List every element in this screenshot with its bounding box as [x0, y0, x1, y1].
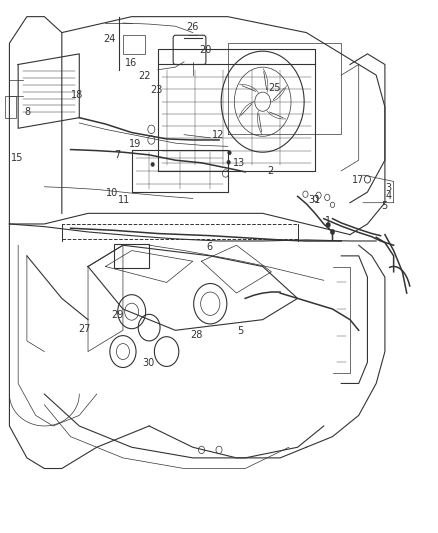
Text: 24: 24 — [103, 34, 115, 44]
Circle shape — [151, 163, 154, 166]
FancyArrowPatch shape — [241, 104, 252, 116]
Text: 31: 31 — [308, 195, 320, 205]
Text: 25: 25 — [268, 83, 281, 93]
Text: 26: 26 — [187, 22, 199, 32]
Text: 19: 19 — [129, 139, 141, 149]
Text: 22: 22 — [138, 71, 151, 81]
Text: 6: 6 — [206, 243, 212, 252]
Text: 2: 2 — [267, 166, 274, 176]
Text: 4: 4 — [385, 191, 392, 201]
Text: 10: 10 — [106, 188, 118, 198]
Text: 20: 20 — [199, 45, 211, 54]
Text: 17: 17 — [352, 175, 364, 185]
Text: 5: 5 — [237, 326, 243, 336]
Text: 18: 18 — [71, 90, 83, 100]
Text: 16: 16 — [125, 58, 137, 68]
FancyArrowPatch shape — [259, 114, 261, 132]
Text: 12: 12 — [212, 130, 224, 140]
Text: 23: 23 — [150, 85, 162, 95]
Text: 28: 28 — [190, 329, 202, 340]
Text: 5: 5 — [381, 201, 387, 211]
Text: 1: 1 — [325, 216, 331, 226]
Bar — [114, 244, 149, 268]
Text: 11: 11 — [118, 195, 130, 205]
Text: 7: 7 — [115, 150, 121, 160]
Bar — [123, 35, 145, 54]
Text: 3: 3 — [385, 183, 392, 193]
Text: 8: 8 — [25, 107, 31, 117]
Bar — [62, 224, 297, 239]
Circle shape — [228, 151, 231, 155]
FancyArrowPatch shape — [264, 71, 267, 90]
Text: 30: 30 — [142, 358, 154, 368]
FancyArrowPatch shape — [273, 88, 285, 100]
FancyArrowPatch shape — [242, 86, 256, 91]
Circle shape — [330, 229, 335, 235]
Text: 13: 13 — [233, 158, 245, 168]
Text: 27: 27 — [78, 324, 91, 334]
Text: 15: 15 — [11, 152, 24, 163]
Text: 29: 29 — [112, 310, 124, 320]
Circle shape — [326, 222, 330, 228]
Circle shape — [227, 160, 230, 165]
FancyArrowPatch shape — [269, 112, 283, 118]
